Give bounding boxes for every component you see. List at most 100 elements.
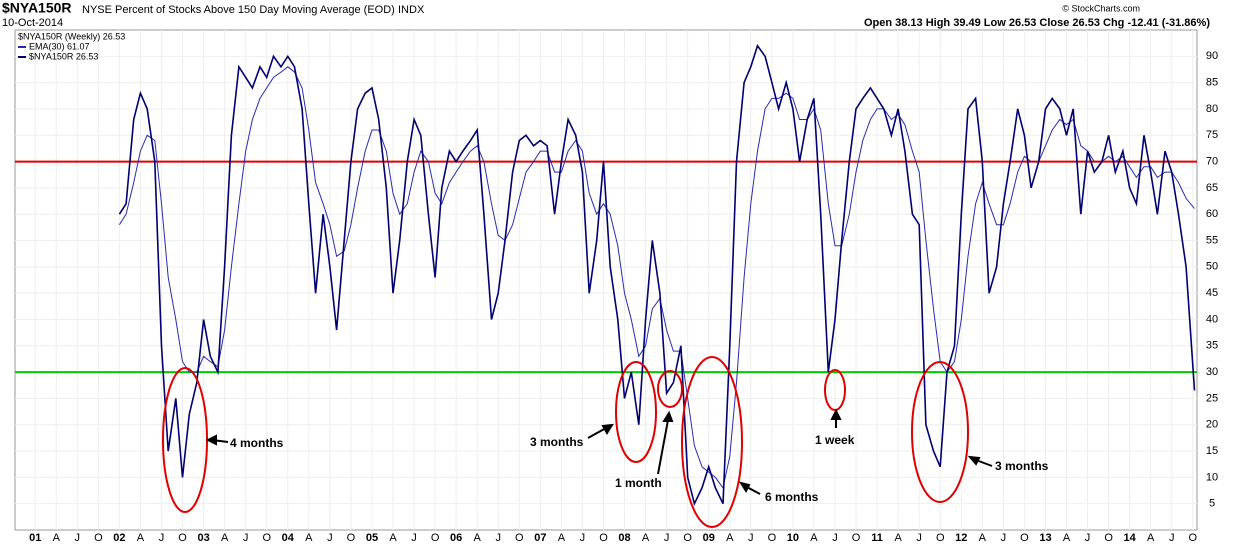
y-tick-label: 45 [1206,287,1218,299]
x-tick-label: O [431,532,440,544]
x-tick-label: J [495,532,501,544]
x-tick-label: J [832,532,838,544]
x-tick-label: O [936,532,945,544]
x-tick-label: 10 [787,532,799,544]
annotation: 6 months [765,490,819,504]
x-tick-label: J [411,532,417,544]
y-tick-label: 65 [1206,182,1218,194]
y-tick-label: 90 [1206,50,1218,62]
date: 10-Oct-2014 [2,17,63,29]
x-tick-label: 06 [450,532,462,544]
x-tick-label: A [810,532,818,544]
x-tick-label: O [1189,532,1198,544]
symbol: $NYA150R [2,0,72,16]
credit: © StockCharts.com [1062,3,1140,13]
ellipse [615,361,657,463]
x-tick-label: 01 [29,532,41,544]
y-tick-label: 50 [1206,261,1218,273]
x-tick-label: 07 [534,532,546,544]
ellipse [681,356,743,528]
y-tick-label: 20 [1206,419,1218,431]
x-tick-label: J [327,532,333,544]
x-tick-label: A [53,532,61,544]
x-tick-label: J [580,532,586,544]
annotation: 3 months [530,435,584,449]
x-tick-label: J [1001,532,1007,544]
x-tick-label: 11 [871,532,883,544]
annotation: 1 week [815,433,855,447]
arrow [975,459,993,467]
x-tick-label: 09 [703,532,715,544]
x-tick-label: A [558,532,566,544]
x-tick-label: A [137,532,145,544]
annotations [162,356,969,528]
arrow [587,427,607,439]
arrow [657,419,669,475]
y-tick-label: 60 [1206,208,1218,220]
x-tick-label: J [243,532,249,544]
x-tick-label: 12 [955,532,967,544]
x-tick-label: O [262,532,271,544]
x-tick-label: O [1104,532,1113,544]
x-tick-label: 02 [113,532,125,544]
exchange: INDX [398,4,425,16]
x-tick-label: J [916,532,922,544]
series-line [118,44,1196,507]
x-tick-label: A [474,532,482,544]
x-tick-label: J [159,532,165,544]
annotation: 4 months [230,436,284,450]
y-tick-label: 30 [1206,366,1218,378]
y-tick-label: 40 [1206,313,1218,325]
arrow-head [738,481,751,494]
x-tick-label: O [599,532,608,544]
x-tick-label: A [642,532,650,544]
y-tick-label: 85 [1206,77,1218,89]
arrow-head [205,434,217,446]
x-tick-label: O [683,532,692,544]
plot-frame [14,29,1198,531]
ellipse [824,369,846,411]
x-tick-label: 04 [282,532,295,544]
x-tick-label: O [1020,532,1029,544]
x-tick-label: O [347,532,356,544]
x-tick-label: A [221,532,229,544]
ellipse [911,361,969,503]
x-tick-label: O [768,532,777,544]
x-tick-label: A [389,532,397,544]
legend-label: $NYA150R 26.53 [29,51,98,61]
x-tick-label: J [75,532,81,544]
annotation: 1 month [615,476,662,490]
x-tick-label: 05 [366,532,378,544]
x-tick-label: A [1063,532,1071,544]
title: NYSE Percent of Stocks Above 150 Day Mov… [82,4,395,16]
y-tick-label: 75 [1206,129,1218,141]
arrow-head [830,408,842,420]
y-tick-label: 25 [1206,392,1218,404]
x-tick-label: A [979,532,987,544]
x-tick-label: O [94,532,103,544]
arrows [205,408,993,495]
x-tick-label: J [748,532,754,544]
x-tick-label: 03 [197,532,209,544]
y-tick-label: 55 [1206,234,1218,246]
y-tick-label: 80 [1206,103,1218,115]
x-tick-label: A [1147,532,1155,544]
series-line [118,66,1195,490]
annotation: 3 months [995,459,1049,473]
x-tick-label: 13 [1039,532,1051,544]
x-tick-label: J [664,532,670,544]
x-tick-label: J [1085,532,1091,544]
y-tick-label: 5 [1209,498,1215,510]
x-tick-label: J [1169,532,1175,544]
arrow-head [601,423,614,435]
x-tick-label: O [178,532,187,544]
x-tick-label: 08 [618,532,630,544]
ellipse [657,370,683,408]
y-tick-label: 10 [1206,471,1218,483]
x-tick-label: O [515,532,524,544]
y-tick-label: 35 [1206,340,1218,352]
x-tick-label: A [894,532,902,544]
y-tick-label: 70 [1206,155,1218,167]
x-tick-label: A [726,532,734,544]
